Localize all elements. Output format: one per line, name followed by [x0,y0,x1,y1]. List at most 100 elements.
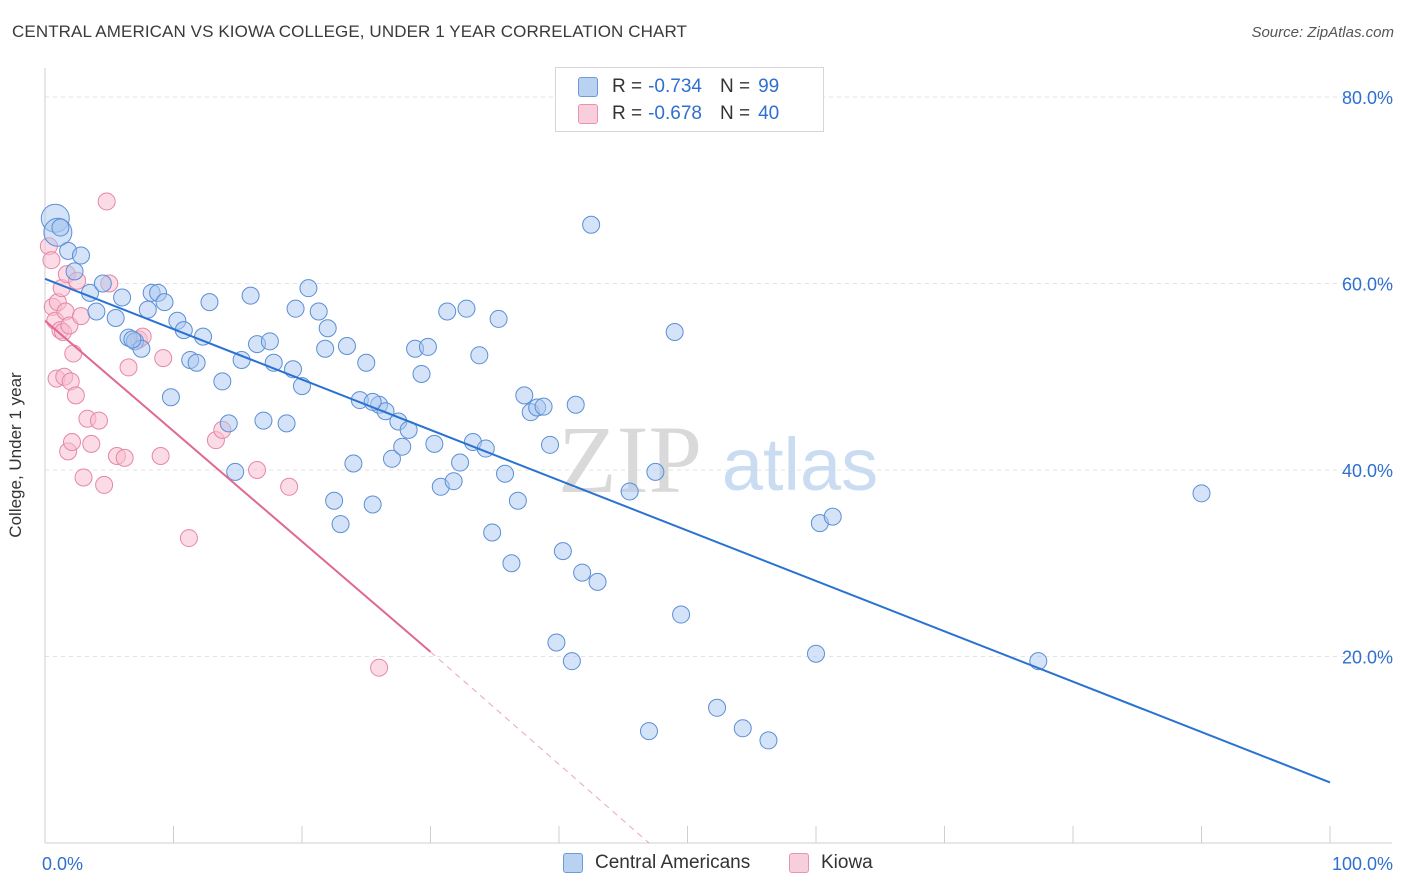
central-americans-point [331,515,350,534]
central-americans-point [93,274,112,293]
legend-r-label: R = [612,103,643,124]
legend-item-central-americans[interactable]: Central Americans [563,852,750,874]
central-americans-point [113,288,132,307]
central-americans-point [807,644,825,663]
kiowa-point [151,447,170,466]
kiowa-point [119,358,138,377]
central-americans-point [759,731,778,750]
central-americans-point [515,386,534,405]
axes [44,68,1392,844]
y-tick-label: 20.0% [1342,648,1393,668]
kiowa-point [179,529,198,548]
central-americans-point [382,449,401,468]
central-americans-point [219,414,238,433]
trend-lines [44,277,1331,844]
central-americans-point [357,353,376,372]
kiowa-point [42,251,61,270]
central-americans-point [438,302,457,321]
legend-item-kiowa[interactable]: Kiowa [789,852,873,874]
kiowa-trend-extension [430,651,650,844]
central-americans-point [325,491,344,510]
x-tick-label: 100.0% [1332,854,1393,874]
central-americans-point [241,286,260,305]
central-americans-point [646,462,665,481]
series-legend: Central Americans Kiowa [0,852,1406,878]
central-americans-points [40,203,1211,750]
x-tick-label: 0.0% [42,854,83,874]
central-americans-point [363,495,382,514]
tick-labels: 20.0% 40.0% 60.0% 80.0% 0.0% 100.0% [42,88,1393,874]
central-americans-point [226,462,245,481]
central-americans-point [318,319,337,338]
central-americans-point [483,523,502,542]
central-americans-point [412,364,431,383]
legend-r-value: -0.734 [648,76,702,97]
central-americans-point [582,215,601,234]
legend-n-value: 40 [758,103,780,124]
central-americans-point [566,395,585,414]
kiowa-points [39,192,389,677]
watermark: ZIP atlas [558,406,878,513]
central-americans-point [639,722,658,741]
central-americans-point [71,246,90,265]
legend-swatch-blue [563,853,583,873]
central-americans-point [470,346,489,365]
central-americans-point [541,435,560,454]
central-americans-point [502,554,521,573]
central-americans-point [106,309,125,328]
central-americans-point [260,332,279,351]
central-americans-point [187,353,206,372]
central-americans-point [588,572,607,591]
central-americans-trend-line [44,277,1331,784]
kiowa-point [154,349,173,368]
central-americans-point [254,411,273,430]
central-americans-point [823,507,842,526]
central-americans-point [213,372,232,391]
chart-title: CENTRAL AMERICAN VS KIOWA COLLEGE, UNDER… [12,22,687,41]
central-americans-point [508,491,527,510]
legend-label-kiowa: Kiowa [821,852,873,873]
legend-r-label: R = [612,76,643,97]
central-americans-point [51,218,70,237]
legend-swatch-blue [578,77,598,97]
legend-row-kiowa: R = -0.678 N = 40 [578,101,779,127]
central-americans-point [425,434,444,453]
central-americans-point [708,698,727,717]
central-americans-point [87,302,106,321]
legend-n-label: N = [719,103,751,124]
kiowa-point [82,434,101,453]
central-americans-point [393,437,412,456]
central-americans-point [299,279,318,298]
kiowa-point [74,468,93,487]
central-americans-point [451,453,470,472]
central-americans-point [277,414,296,433]
central-americans-point [316,339,335,358]
central-americans-point [444,472,463,491]
central-americans-point [418,337,437,356]
central-americans-point [672,605,691,624]
central-americans-point [457,299,476,318]
legend-n-value: 99 [758,76,780,97]
kiowa-point [115,448,134,467]
y-tick-label: 40.0% [1342,461,1393,481]
central-americans-point [286,299,305,318]
legend-swatch-pink [789,853,809,873]
central-americans-point [620,482,639,501]
y-axis-label: College, Under 1 year [6,372,25,538]
central-americans-point [200,293,219,312]
central-americans-point [547,633,566,652]
central-americans-point [665,322,684,341]
kiowa-point [248,461,267,479]
central-americans-point [309,302,328,321]
central-americans-point [65,262,84,281]
central-americans-point [733,719,752,738]
central-americans-point [553,542,572,561]
central-americans-point [1192,484,1211,503]
central-americans-point [562,652,581,671]
kiowa-point [71,307,90,326]
kiowa-point [89,411,108,430]
kiowa-point [64,344,83,363]
legend-label-central-americans: Central Americans [595,852,751,873]
kiowa-point [62,433,81,452]
